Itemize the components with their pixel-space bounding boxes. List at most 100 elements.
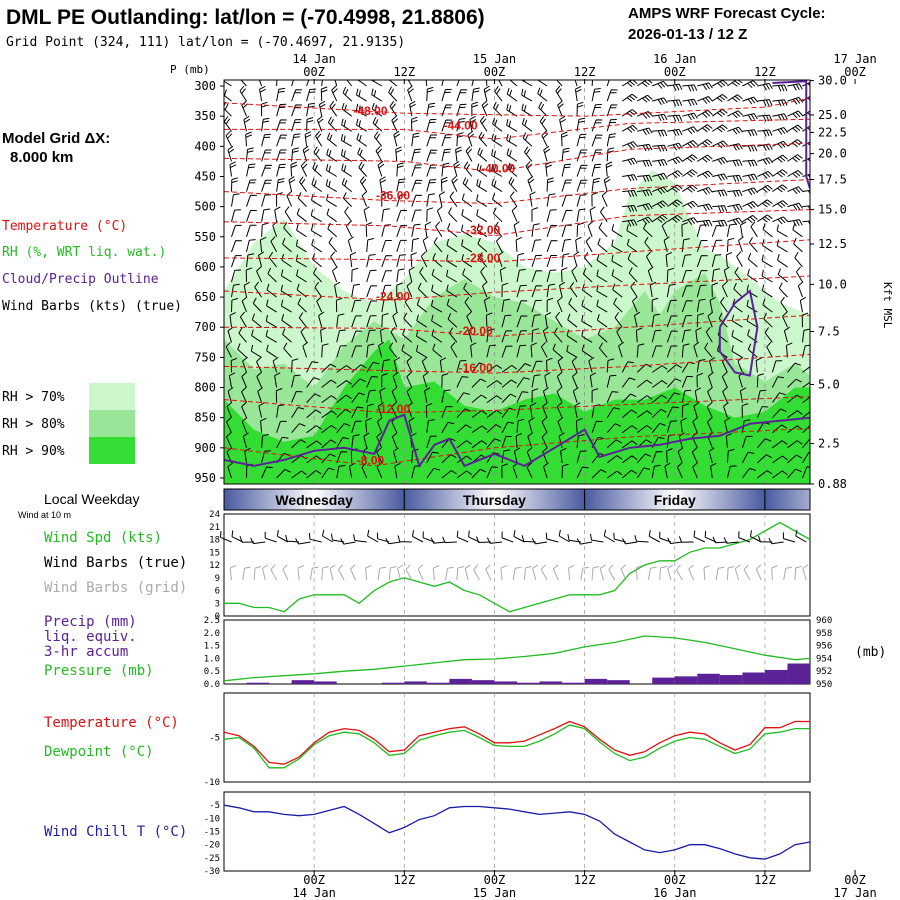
wind-barb	[541, 432, 548, 449]
wind-barb	[596, 284, 608, 298]
wind-barb	[724, 417, 731, 433]
wind-barb	[363, 206, 370, 222]
wind-barb	[261, 194, 272, 207]
surface-wind-barb	[276, 529, 289, 543]
wind-barb	[261, 466, 273, 479]
grid-wind-barb	[432, 565, 440, 581]
wind-barb	[664, 462, 671, 479]
wind-barb	[486, 328, 495, 343]
wind-barb	[341, 178, 353, 192]
wind-barb	[667, 142, 683, 151]
pressure-tick-label: 400	[194, 139, 216, 153]
surface-wind-barb	[693, 530, 706, 543]
wind-barb	[739, 387, 747, 403]
pressure-tick-label: 954	[816, 654, 832, 664]
surface-wind-barb	[353, 534, 367, 543]
wind-barb	[527, 176, 535, 192]
wind-barb	[325, 179, 337, 193]
wind-barb	[555, 311, 563, 328]
wind-barb	[636, 94, 653, 103]
wind-barb	[441, 389, 451, 403]
wind-barb	[531, 239, 542, 253]
wind-barb	[246, 224, 257, 237]
wind-tick-label: 0	[215, 612, 220, 622]
wind-barb	[239, 311, 247, 328]
wind-barb	[531, 270, 543, 283]
wind-barb	[461, 224, 473, 238]
wind-barb	[506, 148, 518, 162]
wind-barb	[601, 191, 608, 207]
wind-barb	[643, 222, 653, 238]
wind-barb	[764, 327, 773, 343]
surface-wind-barb	[723, 537, 739, 544]
wind-barb	[492, 117, 503, 132]
wind-barb	[446, 284, 458, 298]
wind-barb	[471, 87, 480, 102]
temperature-isotherm	[224, 353, 810, 374]
surface-wind-barb	[622, 538, 638, 545]
wind-barb	[621, 80, 638, 88]
grid-wind-barb	[755, 564, 762, 581]
weekday-cell	[224, 489, 225, 510]
wind-barb	[720, 296, 728, 313]
wind-barb	[381, 224, 392, 237]
wind-barb	[761, 254, 773, 268]
wind-barb	[651, 394, 668, 403]
wind-barb	[321, 410, 337, 419]
precip-bar	[404, 681, 427, 684]
wind-barb	[571, 266, 578, 283]
legend-rh: RH (%, WRT liq. wat.)	[2, 245, 166, 260]
wind-barb	[581, 329, 593, 343]
wind-barb	[589, 372, 597, 388]
wind-barb	[261, 450, 271, 464]
wind-barb	[576, 133, 587, 147]
wind-barb	[261, 222, 269, 237]
wind-barb	[651, 422, 666, 434]
wind-barb	[310, 224, 322, 238]
wind-barb	[780, 296, 788, 313]
wind-barb	[666, 378, 682, 388]
wind-barb	[530, 342, 537, 358]
time-tick-label: 12Z	[754, 65, 776, 79]
wind-barb	[606, 147, 615, 162]
wind-barb	[390, 326, 398, 343]
precip-bar	[291, 680, 315, 684]
wind-barb	[777, 268, 788, 283]
wind-barb	[676, 462, 683, 479]
wind-barb	[404, 296, 413, 313]
date-tick-label: 15 Jan	[473, 886, 516, 900]
wind-barb	[507, 162, 518, 177]
wind-barb	[411, 209, 422, 222]
wind-barb	[410, 252, 417, 267]
wind-barb	[576, 101, 584, 117]
wind-barb	[561, 253, 570, 267]
wind-barb	[772, 470, 788, 479]
wind-barb	[426, 179, 437, 192]
wind-barb	[506, 133, 518, 147]
wind-tick-label: 21	[209, 523, 220, 533]
wind-barb	[241, 402, 247, 418]
wind-barb	[663, 236, 670, 253]
wind-barb	[336, 464, 346, 479]
wind-barb	[621, 124, 638, 133]
wind-barb	[426, 193, 435, 207]
wind-barb	[326, 132, 338, 147]
wind-barb	[741, 435, 753, 448]
wind-barb	[521, 103, 533, 117]
wind-barb	[403, 312, 413, 328]
wind-barb	[282, 328, 292, 343]
grid-wind-barb	[568, 565, 575, 581]
wind-barb	[251, 313, 262, 328]
wind-barb	[722, 387, 728, 403]
date-tick-label: 16 Jan	[653, 886, 696, 900]
wind-barb	[531, 285, 543, 298]
wind-barb	[407, 85, 414, 102]
wind-barb	[636, 467, 651, 479]
wind-barb	[229, 312, 236, 328]
grid-wind-barb	[512, 566, 522, 581]
wind-barb	[311, 253, 323, 268]
wind-barb	[613, 297, 623, 313]
wind-barb	[392, 447, 399, 464]
cross-section-frame	[223, 79, 811, 485]
wind-barb	[572, 386, 579, 403]
